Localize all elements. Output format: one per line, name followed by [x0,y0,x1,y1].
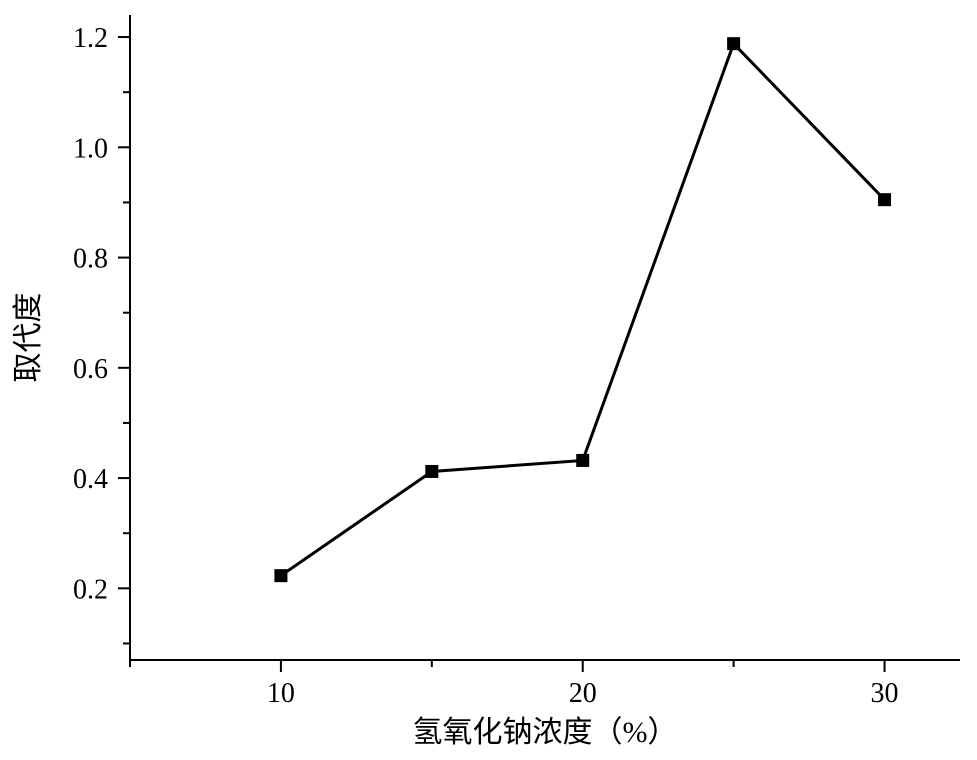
y-tick-label: 0.6 [73,354,108,385]
series-marker [879,194,891,206]
y-axis-title: 取代度 [12,293,45,383]
series-marker [275,570,287,582]
chart-container: 10 20 30 0.2 0.4 0.6 0.8 1.0 1.2 氢氧化钠浓度（%） 取代度 [0,0,977,760]
y-tick-label: 0.8 [73,244,108,275]
series-marker [426,465,438,477]
line-chart: 10 20 30 0.2 0.4 0.6 0.8 1.0 1.2 氢氧化钠浓度（%） 取代度 [0,0,977,760]
series-marker [577,454,589,466]
x-tick-label: 10 [267,678,295,709]
y-tick-label: 1.0 [73,133,108,164]
series-line [281,44,885,576]
series-marker [728,38,740,50]
y-tick-label: 0.2 [73,574,108,605]
x-tick-label: 30 [871,678,899,709]
y-tick-label: 1.2 [73,23,108,54]
y-tick-label: 0.4 [73,464,108,495]
x-tick-label: 20 [569,678,597,709]
x-axis-title: 氢氧化钠浓度（%） [413,716,678,749]
